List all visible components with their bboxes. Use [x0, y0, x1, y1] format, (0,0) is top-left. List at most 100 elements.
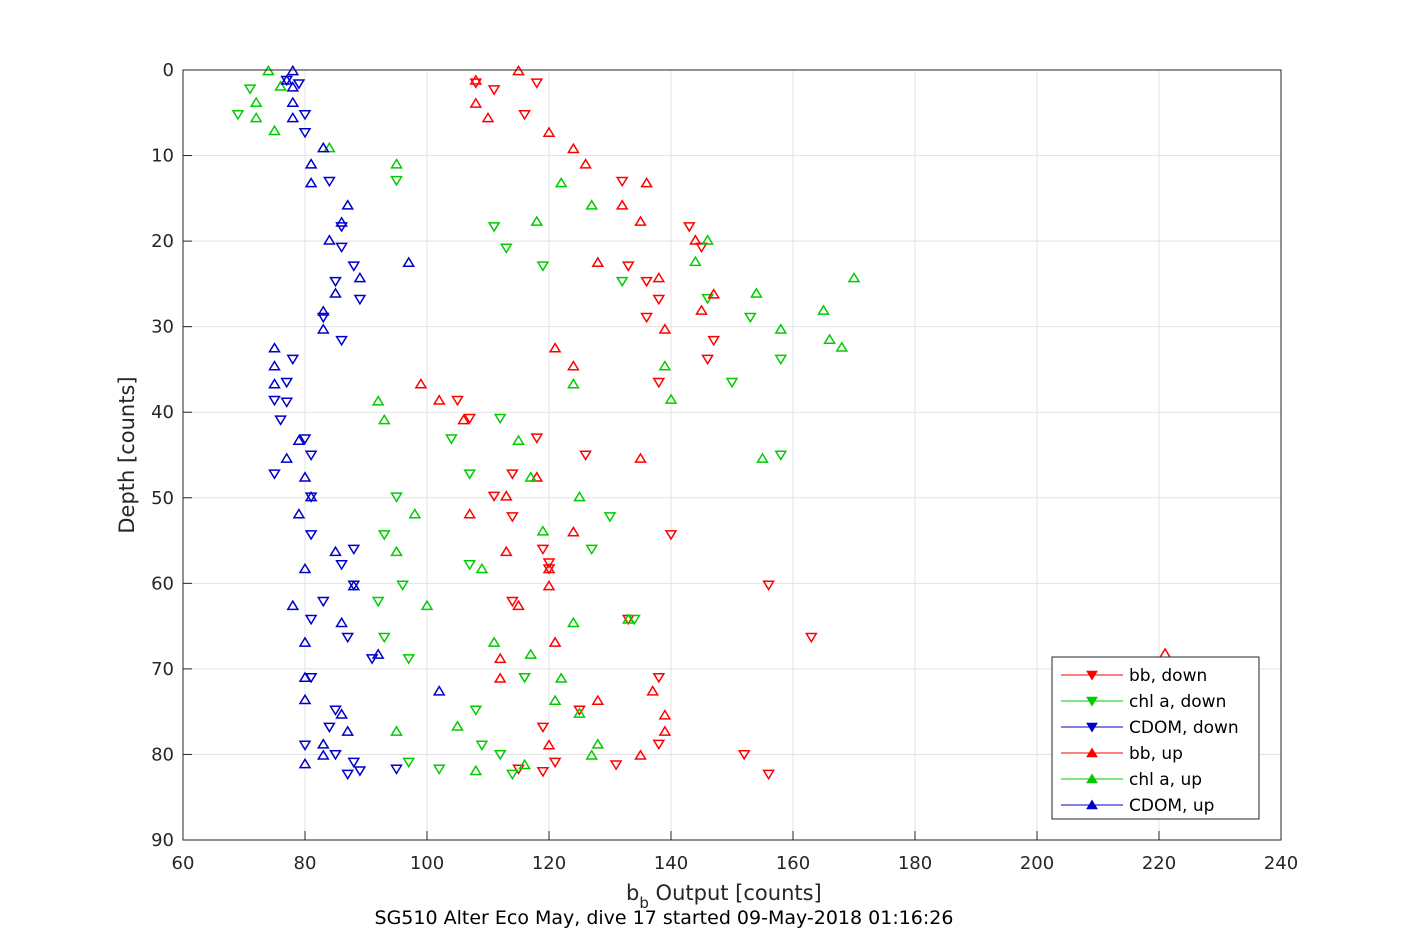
- data-point: [298, 127, 312, 139]
- y-tick-label: 80: [151, 744, 174, 765]
- data-point: [567, 378, 580, 389]
- data-point: [493, 413, 507, 425]
- data-point: [524, 471, 538, 482]
- data-point: [835, 341, 849, 352]
- data-point: [463, 413, 477, 425]
- data-point: [652, 377, 666, 389]
- x-tick-label: 100: [410, 853, 444, 874]
- data-point: [432, 764, 446, 775]
- data-point: [377, 530, 391, 541]
- x-axis-label-main: b: [626, 881, 639, 905]
- data-point: [573, 707, 586, 718]
- data-point: [390, 492, 403, 503]
- data-point: [457, 413, 470, 425]
- data-point: [615, 276, 629, 288]
- data-point: [536, 544, 550, 556]
- data-point: [280, 452, 294, 463]
- data-point: [292, 508, 306, 519]
- data-point: [469, 97, 483, 108]
- data-point: [774, 354, 788, 366]
- data-point: [316, 596, 330, 608]
- x-tick-label: 120: [532, 853, 566, 874]
- data-point: [249, 96, 263, 108]
- data-point: [701, 354, 714, 366]
- y-tick-label: 70: [151, 659, 174, 680]
- data-point: [316, 323, 330, 334]
- data-point: [432, 394, 446, 405]
- data-point: [518, 109, 531, 121]
- x-tick-label: 60: [172, 853, 195, 874]
- data-point: [542, 562, 556, 574]
- y-tick-label: 90: [151, 830, 174, 851]
- data-point: [341, 632, 355, 644]
- series-1: [231, 84, 788, 781]
- data-point: [567, 142, 580, 154]
- data-point: [512, 764, 525, 775]
- data-point: [335, 708, 348, 719]
- data-point: [762, 769, 775, 781]
- x-tick-label: 140: [654, 853, 688, 874]
- data-point: [567, 526, 580, 537]
- data-point: [268, 342, 281, 353]
- data-point: [518, 758, 531, 770]
- data-point: [408, 508, 422, 519]
- data-point: [286, 96, 300, 108]
- data-point: [536, 722, 550, 734]
- data-point: [316, 312, 330, 324]
- legend-label: CDOM, down: [1129, 718, 1239, 738]
- data-point: [298, 693, 312, 705]
- data-point: [774, 450, 788, 461]
- data-point: [499, 545, 513, 557]
- y-axis-ticks: 0 10 20 30 40 50 60 70 80 90: [151, 60, 192, 851]
- data-point: [591, 694, 605, 706]
- data-point: [353, 271, 367, 283]
- data-point: [286, 111, 300, 123]
- data-point: [298, 434, 312, 445]
- data-point: [707, 335, 721, 347]
- data-point: [695, 242, 708, 254]
- data-point: [567, 360, 580, 371]
- data-point: [371, 395, 385, 406]
- data-point: [591, 256, 605, 267]
- data-point: [347, 261, 361, 272]
- y-tick-label: 0: [163, 60, 174, 81]
- data-point: [329, 276, 342, 288]
- y-tick-label: 10: [151, 146, 174, 167]
- data-point: [634, 452, 647, 463]
- data-point: [390, 158, 403, 169]
- data-point: [298, 109, 312, 121]
- data-point: [335, 216, 348, 227]
- y-tick-label: 20: [151, 231, 174, 252]
- legend-label: bb, down: [1129, 666, 1207, 686]
- data-point: [268, 395, 281, 407]
- data-point: [323, 176, 336, 188]
- data-point: [469, 705, 483, 716]
- data-point: [475, 740, 489, 751]
- data-point: [652, 271, 666, 283]
- data-point: [475, 562, 489, 574]
- data-point: [329, 749, 342, 761]
- data-markers: [231, 64, 1172, 781]
- legend-label: bb, up: [1129, 744, 1183, 764]
- data-point: [585, 749, 599, 760]
- legend-marker: [1086, 696, 1098, 707]
- plot-frame: [182, 69, 1282, 841]
- data-point: [658, 323, 672, 334]
- data-point: [615, 176, 629, 188]
- data-point: [591, 738, 605, 749]
- data-point: [762, 580, 775, 591]
- legend-marker: [1086, 799, 1098, 810]
- data-point: [451, 720, 464, 731]
- data-point: [292, 434, 306, 445]
- data-point: [640, 276, 653, 288]
- data-point: [347, 544, 361, 556]
- data-point: [353, 294, 367, 306]
- data-point: [658, 709, 672, 720]
- data-point: [341, 769, 355, 781]
- legend-marker: [1086, 747, 1098, 758]
- data-point: [817, 304, 830, 315]
- x-axis-label-rest: Output [counts]: [649, 881, 822, 905]
- data-point: [432, 685, 446, 696]
- data-point: [304, 158, 318, 169]
